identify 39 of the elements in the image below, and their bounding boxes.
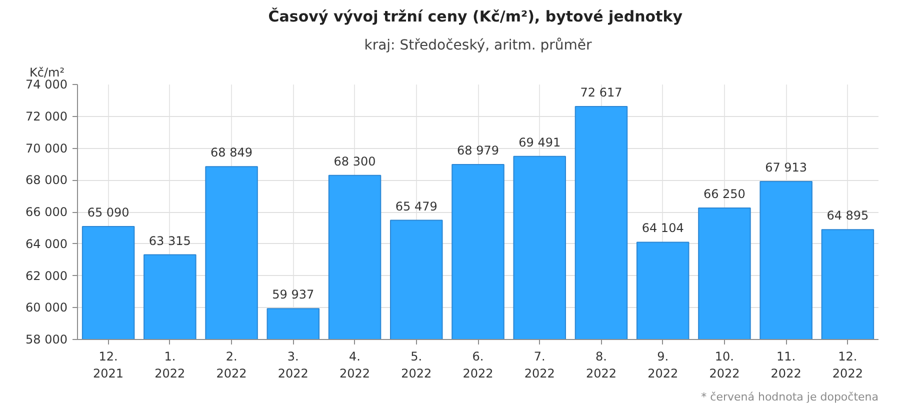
- data-label: 59 937: [272, 288, 314, 302]
- y-tick-label: 68 000: [26, 173, 68, 188]
- data-label: 63 315: [148, 234, 191, 248]
- x-tick-label: 6. 2022: [462, 350, 494, 380]
- x-tick-label: 3. 2022: [278, 350, 308, 380]
- x-tick-label: 2. 2022: [216, 350, 247, 380]
- data-label: 66 250: [703, 187, 746, 202]
- chart-subtitle: kraj: Středočeský, aritm. průměr: [364, 38, 592, 54]
- data-label: 72 617: [580, 86, 622, 100]
- data-label: 69 491: [518, 135, 561, 150]
- y-tick-label: 58 000: [26, 332, 68, 346]
- y-tick-label: 64 000: [26, 236, 68, 251]
- x-tick-label: 5. 2022: [401, 350, 432, 380]
- x-tick-label: 4. 2022: [340, 350, 370, 380]
- data-label: 68 849: [210, 146, 253, 160]
- x-tick-label: 7. 2022: [524, 350, 555, 380]
- data-label: 65 479: [395, 199, 438, 214]
- y-tick-label: 60 000: [26, 300, 68, 315]
- data-label: 67 913: [765, 160, 808, 175]
- y-axis-title: Kč/m²: [30, 66, 65, 80]
- x-tick-label: 12. 2021: [93, 350, 124, 380]
- x-tick-label: 12. 2022: [832, 350, 863, 380]
- y-tick-label: 74 000: [26, 78, 68, 92]
- y-tick-label: 66 000: [26, 205, 68, 219]
- x-tick-label: 9. 2022: [648, 350, 678, 380]
- y-tick-label: 70 000: [26, 141, 68, 156]
- x-tick-label: 10. 2022: [709, 350, 740, 380]
- data-label: 65 090: [87, 206, 130, 220]
- data-label: 68 979: [457, 144, 500, 158]
- y-tick-label: 62 000: [26, 268, 68, 283]
- x-tick-label: 11. 2022: [770, 350, 802, 380]
- text: * červená hodnota je dopočtena: [701, 390, 878, 404]
- x-tick-label: 8. 2022: [586, 350, 617, 380]
- chart-title: Časový vývoj tržní ceny (Kč/m²), bytové jednotky: [268, 8, 683, 26]
- data-label: 68 300: [334, 154, 376, 168]
- y-tick-label: 72 000: [26, 109, 68, 124]
- data-label: 64 104: [642, 221, 684, 236]
- x-tick-label: 1. 2022: [154, 350, 186, 380]
- data-label: 64 895: [826, 208, 869, 223]
